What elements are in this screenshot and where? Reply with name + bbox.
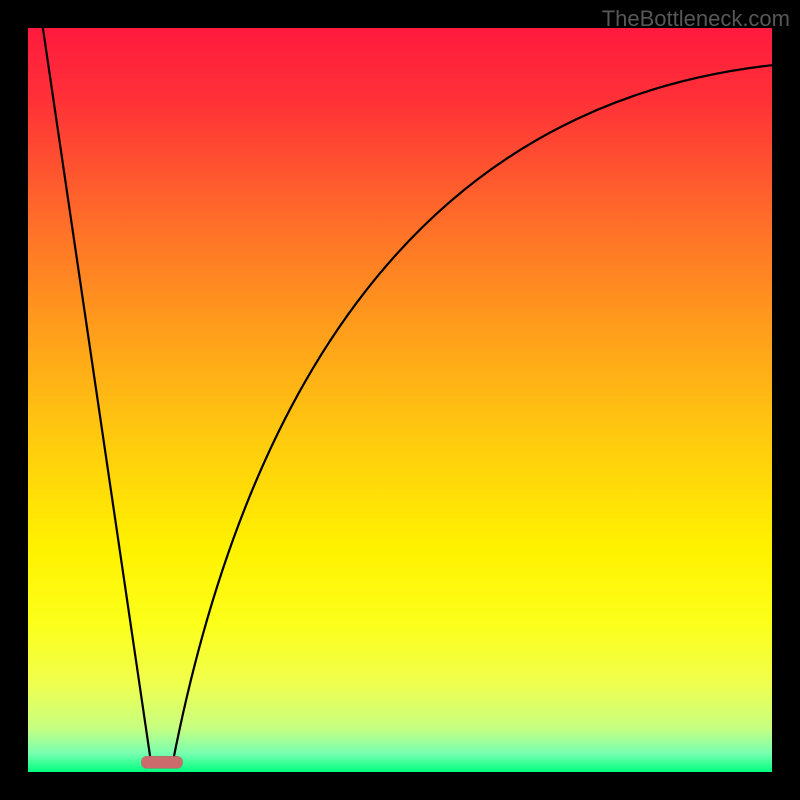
bottleneck-chart <box>0 0 800 800</box>
chart-container: TheBottleneck.com <box>0 0 800 800</box>
plot-gradient-background <box>28 28 772 772</box>
optimal-point-marker <box>141 756 182 768</box>
watermark-text: TheBottleneck.com <box>602 6 790 32</box>
